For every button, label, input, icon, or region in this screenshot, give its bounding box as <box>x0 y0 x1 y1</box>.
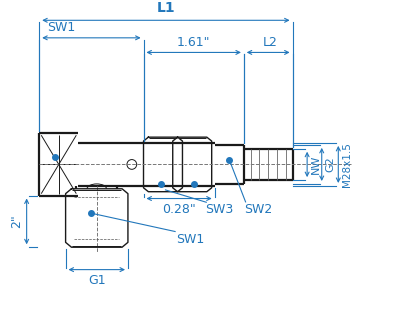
Text: 0.28": 0.28" <box>162 203 196 216</box>
Text: G1: G1 <box>88 275 106 287</box>
Text: SW1: SW1 <box>47 21 75 34</box>
Text: NW: NW <box>311 155 321 174</box>
Text: G2: G2 <box>326 156 336 172</box>
Text: SW2: SW2 <box>244 203 272 216</box>
Text: 1.61": 1.61" <box>177 36 210 49</box>
Text: M28x1.5: M28x1.5 <box>342 142 352 187</box>
Text: 2": 2" <box>10 214 23 228</box>
Text: L1: L1 <box>157 1 175 16</box>
Text: SW1: SW1 <box>176 233 204 246</box>
Text: L2: L2 <box>263 36 278 49</box>
Text: SW3: SW3 <box>205 203 233 216</box>
